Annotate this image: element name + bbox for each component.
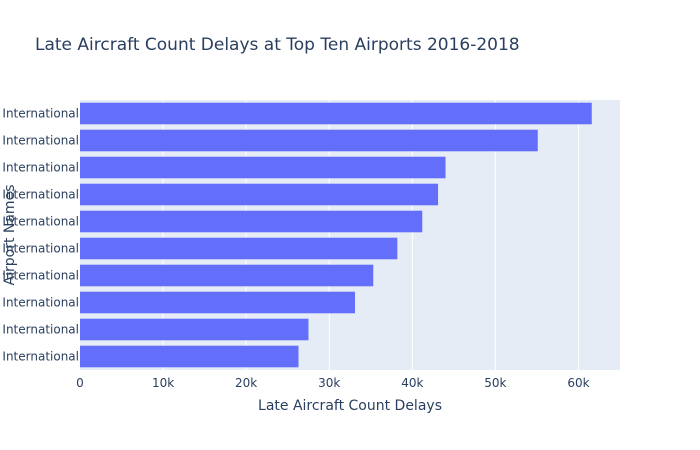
bar[interactable] (80, 318, 309, 341)
x-tick-label: 60k (567, 376, 589, 390)
bar[interactable] (80, 210, 423, 233)
y-axis-ticks: International International International I… (2, 107, 79, 364)
bars (80, 102, 592, 368)
bar[interactable] (80, 129, 538, 152)
y-tick-label: International (2, 188, 79, 202)
x-axis-ticks: 0 10k 20k 30k 40k 50k 60k (76, 376, 589, 390)
x-tick-label: 50k (484, 376, 506, 390)
bar[interactable] (80, 264, 374, 287)
y-tick-label: International (2, 107, 79, 121)
y-tick-label: International (2, 323, 79, 337)
y-tick-label: International (2, 350, 79, 364)
y-tick-label: International (2, 215, 79, 229)
y-tick-label: International (2, 269, 79, 283)
y-tick-label: International (2, 134, 79, 148)
x-tick-label: 40k (401, 376, 423, 390)
x-axis-title: Late Aircraft Count Delays (258, 398, 442, 414)
bar[interactable] (80, 345, 299, 368)
y-tick-label: International (2, 296, 79, 310)
bar[interactable] (80, 156, 446, 179)
bar[interactable] (80, 237, 398, 260)
chart-title: Late Aircraft Count Delays at Top Ten Ai… (35, 35, 520, 55)
y-tick-label: International (2, 242, 79, 256)
bar[interactable] (80, 102, 592, 125)
bar[interactable] (80, 291, 355, 314)
x-tick-label: 30k (318, 376, 340, 390)
y-axis-title: Airport Names (2, 185, 18, 286)
y-tick-label: International (2, 161, 79, 175)
x-tick-label: 10k (152, 376, 174, 390)
x-tick-label: 20k (235, 376, 257, 390)
x-tick-label: 0 (76, 376, 84, 390)
bar[interactable] (80, 183, 439, 206)
